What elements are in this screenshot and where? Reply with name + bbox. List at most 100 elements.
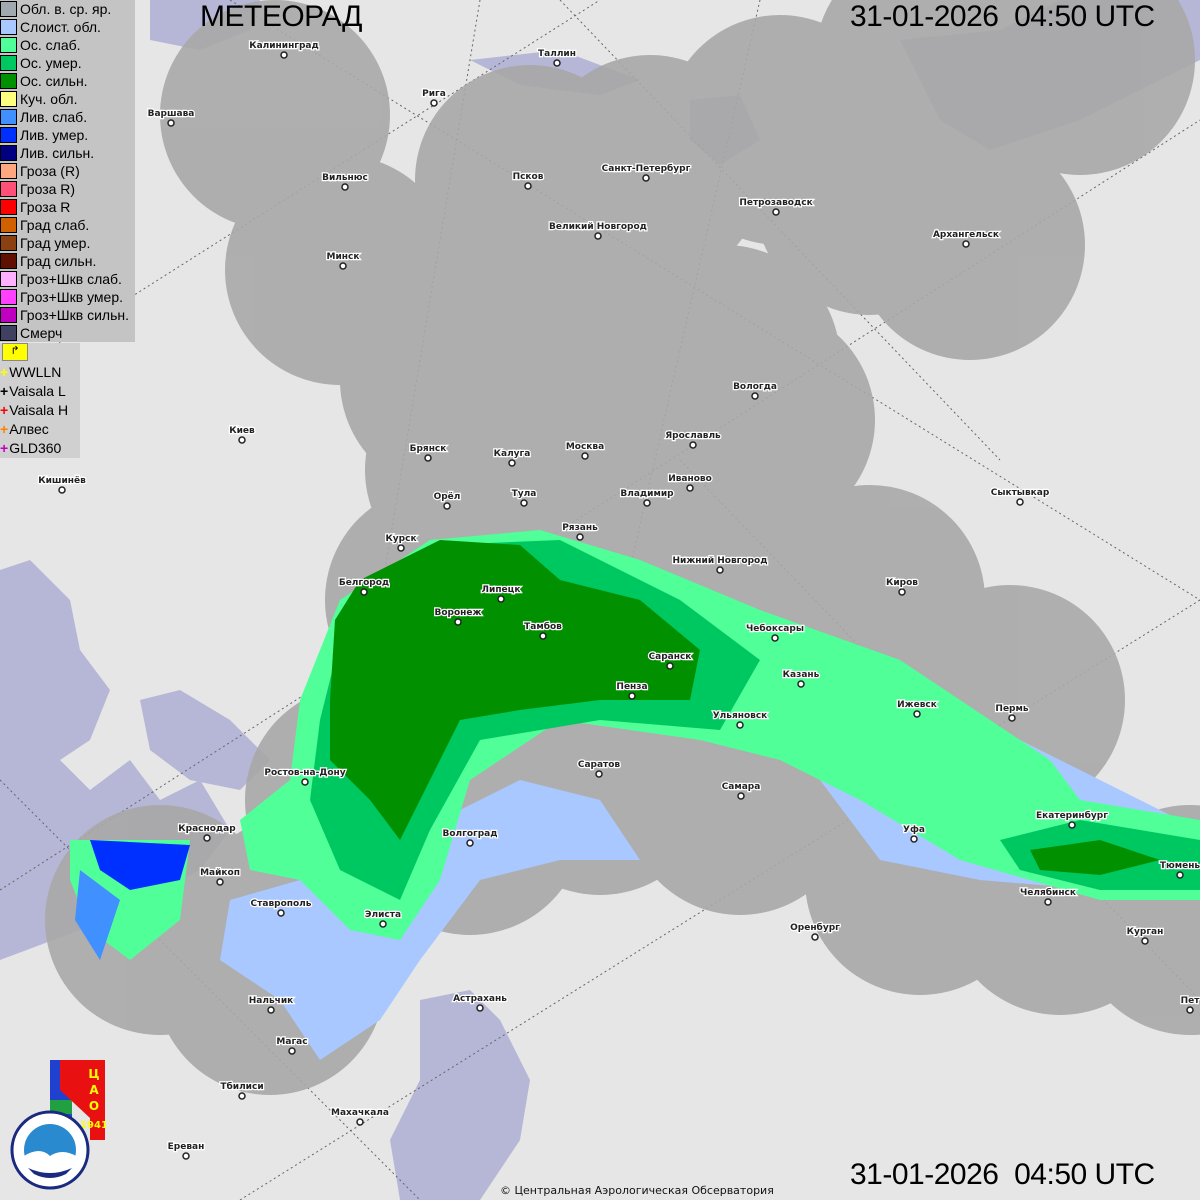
city-dot-icon — [736, 721, 744, 729]
lightning-toggle-button[interactable]: ↱ — [2, 343, 28, 361]
city-marker[interactable]: Вильнюс — [321, 172, 369, 191]
city-marker[interactable]: Пет — [1179, 995, 1200, 1014]
city-marker[interactable]: Варшава — [146, 108, 196, 127]
city-marker[interactable]: Краснодар — [177, 823, 237, 842]
city-dot-icon — [524, 182, 532, 190]
legend-swatch — [0, 37, 17, 53]
legend-item: Лив. слаб. — [0, 108, 133, 126]
city-marker[interactable]: Казань — [781, 669, 821, 688]
lightning-source[interactable]: +GLD360 — [0, 439, 78, 458]
cross-icon: + — [0, 364, 9, 380]
city-marker[interactable]: Астрахань — [452, 993, 508, 1012]
city-marker[interactable]: Иваново — [667, 473, 713, 492]
city-dot-icon — [581, 452, 589, 460]
city-marker[interactable]: Нальчик — [248, 995, 294, 1014]
city-marker[interactable]: Рига — [421, 88, 447, 107]
city-marker[interactable]: Санкт-Петербург — [600, 162, 692, 182]
city-marker[interactable]: Ульяновск — [711, 710, 769, 729]
city-marker[interactable]: Саранск — [647, 651, 693, 670]
city-marker[interactable]: Калуга — [492, 448, 532, 467]
city-marker[interactable]: Челябинск — [1019, 886, 1077, 906]
city-marker[interactable]: Петрозаводск — [738, 197, 814, 216]
city-marker[interactable]: Киров — [885, 577, 920, 596]
city-label: Самара — [722, 782, 761, 792]
lightning-source[interactable]: +Vaisala L — [0, 382, 78, 401]
precipitation — [70, 530, 1200, 1060]
legend-item: Град сильн. — [0, 252, 133, 270]
city-marker[interactable]: Магас — [275, 1036, 309, 1055]
city-marker[interactable]: Москва — [565, 441, 605, 460]
city-marker[interactable]: Таллин — [537, 48, 577, 67]
city-marker[interactable]: Махачкала — [330, 1107, 390, 1126]
cross-icon: + — [0, 383, 9, 399]
city-marker[interactable]: Ставрополь — [249, 898, 313, 917]
city-marker[interactable]: Нижний Новгород — [671, 555, 769, 574]
city-label: Тула — [512, 489, 537, 499]
city-marker[interactable]: Великий Новгород — [548, 221, 648, 240]
city-marker[interactable]: Пенза — [615, 681, 649, 700]
city-marker[interactable]: Ереван — [166, 1141, 206, 1160]
city-marker[interactable]: Волгоград — [441, 828, 499, 847]
city-marker[interactable]: Липецк — [480, 584, 522, 603]
legend-item: Град слаб. — [0, 216, 133, 234]
city-label: Оренбург — [790, 922, 840, 933]
city-marker[interactable]: Кишинёв — [37, 475, 87, 494]
city-marker[interactable]: Тамбов — [523, 620, 563, 640]
city-marker[interactable]: Владимир — [619, 488, 675, 507]
app-title: МЕТЕОРАД — [200, 0, 363, 33]
city-marker[interactable]: Элиста — [364, 909, 402, 928]
lightning-source[interactable]: +Алвес — [0, 420, 78, 439]
city-dot-icon — [594, 232, 602, 240]
precipitation-area — [90, 840, 190, 890]
city-dot-icon — [301, 778, 309, 786]
city-label: Тбилиси — [220, 1081, 263, 1092]
lightning-source[interactable]: +WWLLN — [0, 363, 78, 382]
city-dot-icon — [341, 183, 349, 191]
city-marker[interactable]: Оренбург — [789, 921, 841, 941]
city-marker[interactable]: Брянск — [408, 443, 448, 462]
city-marker[interactable]: Ростов-на-Дону — [263, 767, 347, 786]
lightning-source[interactable]: +Vaisala H — [0, 401, 78, 420]
legend-item: Лив. сильн. — [0, 144, 133, 162]
legend-item: Ос. слаб. — [0, 36, 133, 54]
city-marker[interactable]: Майкоп — [199, 867, 241, 886]
city-marker[interactable]: Екатеринбург — [1035, 809, 1109, 829]
city-marker[interactable]: Вологда — [732, 381, 778, 400]
city-marker[interactable]: Уфа — [902, 824, 926, 843]
city-marker[interactable]: Минск — [325, 251, 361, 270]
city-marker[interactable]: Киев — [228, 425, 256, 444]
city-dot-icon — [58, 486, 66, 494]
city-marker[interactable]: Пермь — [994, 703, 1030, 722]
city-marker[interactable]: Белгород — [338, 577, 390, 596]
city-marker[interactable]: Ярославль — [664, 430, 722, 449]
city-marker[interactable]: Ижевск — [896, 699, 938, 718]
svg-text:Ц: Ц — [88, 1067, 99, 1081]
city-dot-icon — [454, 618, 462, 626]
legend-label: Смерч — [20, 325, 63, 341]
city-marker[interactable]: Самара — [720, 781, 762, 800]
city-marker[interactable]: Архангельск — [932, 229, 1000, 248]
city-dot-icon — [167, 119, 175, 127]
city-marker[interactable]: Псков — [511, 171, 545, 190]
city-marker[interactable]: Саратов — [577, 759, 622, 778]
city-dot-icon — [182, 1152, 190, 1160]
city-marker[interactable]: Сыктывкар — [989, 487, 1051, 506]
city-marker[interactable]: Курган — [1125, 926, 1165, 945]
city-label: Воронеж — [435, 608, 482, 618]
city-label: Ставрополь — [251, 899, 312, 909]
city-marker[interactable]: Воронеж — [433, 607, 483, 626]
city-marker[interactable]: Орёл — [432, 491, 462, 510]
city-marker[interactable]: Рязань — [561, 522, 599, 541]
city-label: Архангельск — [933, 230, 999, 240]
city-marker[interactable]: Курск — [384, 533, 418, 552]
legend-label: Слоист. обл. — [20, 19, 101, 35]
city-marker[interactable]: Тбилиси — [219, 1080, 265, 1100]
city-marker[interactable]: Чебоксары — [745, 622, 805, 642]
city-marker[interactable]: Тюмень — [1159, 860, 1200, 879]
city-marker[interactable]: Калининград — [248, 40, 320, 59]
roshydromet-logo — [10, 1110, 90, 1190]
city-marker[interactable]: Тула — [510, 488, 538, 507]
lightning-label: Vaisala L — [9, 383, 66, 399]
legend-item: Лив. умер. — [0, 126, 133, 144]
